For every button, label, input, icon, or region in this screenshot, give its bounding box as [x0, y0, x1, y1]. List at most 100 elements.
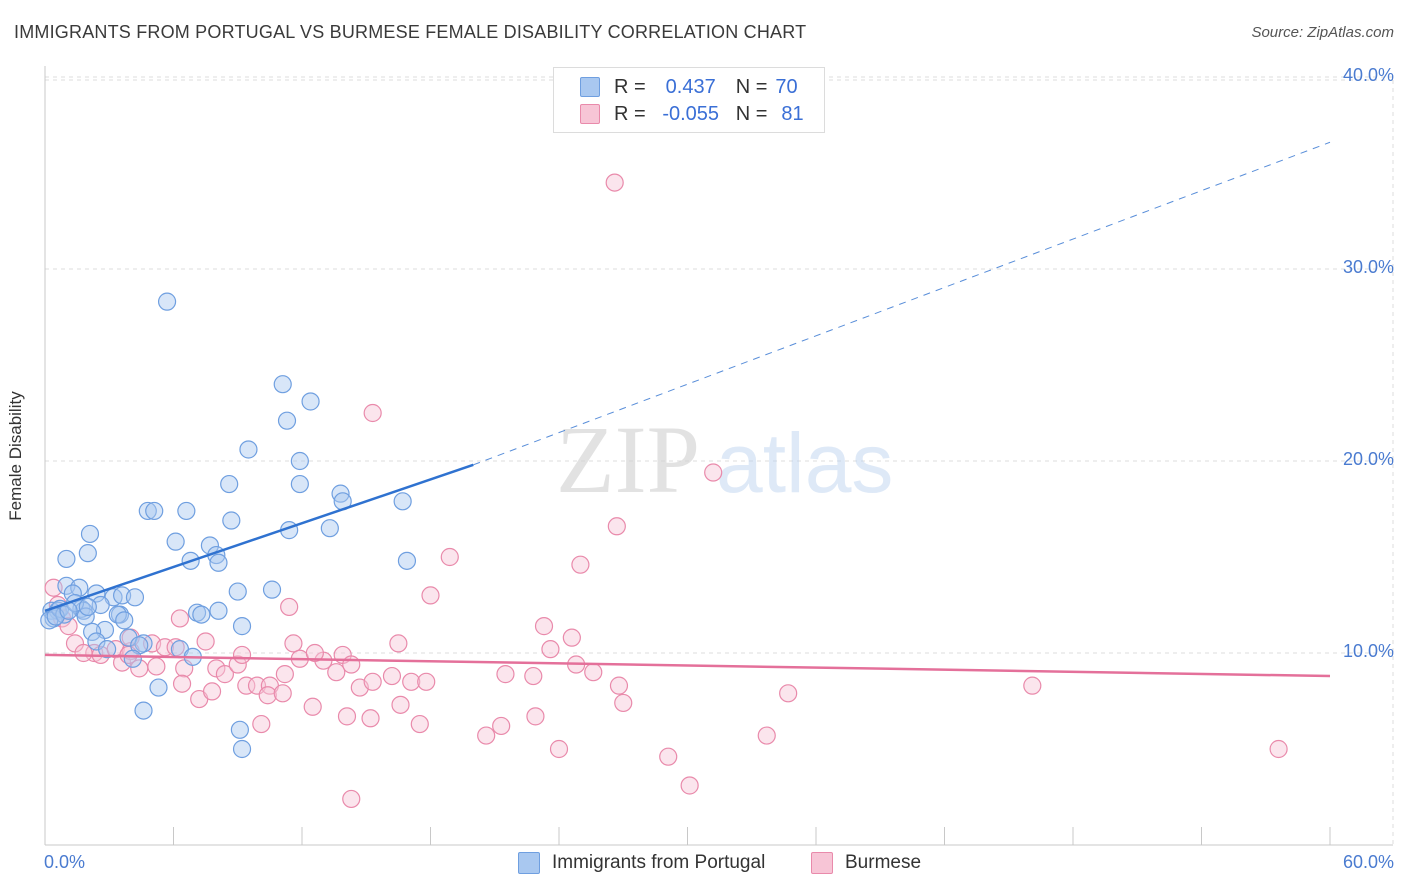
burmese-point [303, 697, 322, 716]
portugal-point [149, 678, 168, 697]
portugal-point [209, 601, 228, 620]
burmese-point [421, 586, 440, 605]
portugal-point [220, 474, 239, 494]
axes [44, 66, 1393, 846]
burmese-point [196, 632, 215, 651]
legend-n-label: N = [735, 75, 768, 98]
x-tick-min: 0.0% [44, 852, 86, 872]
burmese-point [1023, 676, 1042, 695]
portugal-point [301, 392, 320, 411]
burmese-point [275, 665, 294, 684]
burmese-point [389, 634, 408, 653]
portugal-point [157, 292, 177, 311]
portugal-point [232, 739, 252, 759]
stats-legend: R = 0.437 N = 70 R = -0.055 N = 81 [553, 67, 825, 133]
burmese-point [337, 707, 357, 726]
y-tick-label: 40.0% [1342, 65, 1394, 85]
portugal-point [166, 532, 185, 551]
burmese-point [605, 173, 624, 192]
burmese-point [496, 665, 515, 684]
burmese-point [614, 693, 633, 713]
burmese-point [252, 714, 271, 734]
portugal-point [138, 501, 157, 521]
burmese-point [342, 789, 361, 809]
burmese-point [549, 739, 569, 759]
legend-swatch-pink [580, 104, 600, 124]
chart-title: IMMIGRANTS FROM PORTUGAL VS BURMESE FEMA… [14, 22, 807, 42]
legend-row-portugal: R = 0.437 N = 70 [580, 74, 798, 100]
portugal-point [232, 617, 252, 636]
burmese-point [172, 674, 192, 693]
legend-n-value: 70 [775, 75, 798, 98]
portugal-point [320, 519, 339, 538]
burmese-point [258, 686, 277, 705]
burmese-point [541, 640, 560, 659]
burmese-point [526, 707, 545, 726]
legend-r-label: R = [614, 102, 646, 125]
burmese-point [363, 672, 382, 691]
portugal-point [98, 640, 117, 659]
burmese-point [779, 684, 798, 703]
portugal-point [228, 582, 247, 601]
portugal-point [115, 611, 134, 630]
portugal-point [145, 501, 164, 521]
burmese-point [170, 609, 190, 628]
portugal-point [393, 492, 412, 511]
burmese-point [607, 517, 626, 536]
burmese-point [305, 643, 324, 663]
burmese-point [417, 672, 436, 691]
portugal-point [222, 511, 241, 530]
burmese-point [280, 597, 299, 617]
burmese-point [534, 617, 554, 636]
portugal-point [177, 501, 196, 521]
y-tick-label: 30.0% [1342, 257, 1394, 277]
portugal-trend-line [44, 463, 474, 612]
burmese-point [524, 666, 543, 686]
burmese-point [342, 655, 361, 674]
burmese-point [1269, 739, 1288, 759]
y-tick-label: 10.0% [1342, 641, 1394, 661]
burmese-point [609, 676, 629, 695]
burmese-point [477, 726, 496, 745]
y-tick-label: 20.0% [1342, 449, 1394, 469]
legend-n-label: N = [735, 102, 768, 125]
source-label: Source: ZipAtlas.com [1251, 24, 1394, 41]
burmese-point [284, 634, 303, 653]
burmese-point [402, 672, 421, 691]
burmese-point [571, 555, 590, 574]
burmese-point [659, 747, 678, 766]
portugal-point [273, 375, 292, 394]
legend-row-burmese: R = -0.055 N = 81 [580, 101, 804, 127]
portugal-point [57, 549, 76, 569]
portugal-point [134, 701, 153, 720]
portugal-point [209, 553, 228, 572]
portugal-point [83, 622, 102, 641]
burmese-point [584, 663, 603, 682]
burmese-point [757, 726, 776, 745]
portugal-point [80, 524, 100, 544]
watermark-atlas: atlas [716, 416, 893, 510]
portugal-point [230, 720, 249, 739]
burmese-point [327, 663, 346, 682]
portugal-trend-extension [473, 141, 1331, 466]
burmese-point [228, 655, 247, 674]
burmese-point [361, 709, 380, 728]
trend-lines [44, 141, 1331, 678]
burmese-point [382, 666, 402, 686]
portugal-point [125, 588, 145, 607]
portugal-points [40, 292, 417, 759]
portugal-point [78, 544, 97, 563]
burmese-point [363, 403, 382, 423]
legend-r-value: 0.437 [665, 75, 716, 98]
legend-n-value: 81 [781, 102, 804, 125]
legend-r-label: R = [614, 75, 646, 98]
burmese-point [680, 776, 699, 795]
portugal-point [78, 597, 97, 617]
burmese-point [440, 547, 459, 567]
watermark: ZIP atlas [556, 406, 893, 513]
portugal-point [277, 411, 297, 430]
burmese-point [273, 684, 292, 703]
burmese-point [237, 676, 256, 695]
portugal-point [290, 474, 309, 494]
burmese-point [232, 645, 252, 665]
